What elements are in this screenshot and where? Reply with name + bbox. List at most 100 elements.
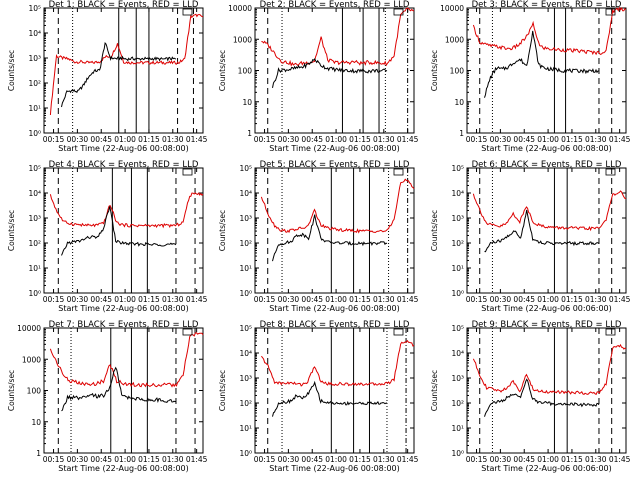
x-tick-label: 00:30 [278, 295, 300, 304]
y-tick-label: 10¹ [239, 264, 252, 273]
y-tick-label: 10³ [451, 214, 464, 223]
panel-det-6: Det 6: BLACK = Events, RED = LLD 10⁰ 10¹ 10… [430, 160, 631, 313]
x-tick-label: 00:45 [90, 455, 112, 464]
events-trace [272, 57, 388, 88]
panel-det-7: Det 7: BLACK = Events, RED = LLD 1 10 100 10… [7, 320, 208, 473]
plot-frame [466, 7, 627, 134]
x-tick-label: 00:15 [43, 135, 65, 144]
panel-title: Det 1: BLACK = Events, RED = LLD [49, 0, 199, 10]
y-tick-label: 10¹ [451, 264, 464, 273]
y-axis-label: Counts/sec [430, 370, 439, 411]
y-tick-label: 10² [451, 399, 464, 408]
y-tick-label: 10⁴ [239, 189, 252, 198]
y-tick-label: 100 [27, 387, 42, 396]
x-axis-label: Start Time (22-Aug-06 00:06:00) [481, 464, 612, 473]
x-tick-label: 00:15 [254, 135, 276, 144]
x-tick-label: 01:45 [609, 295, 631, 304]
panel-det-2: Det 2: BLACK = Events, RED = LLD 1 10 100 10… [218, 0, 419, 153]
plot-frame [43, 7, 204, 134]
attenuator-box-icon [393, 328, 404, 336]
x-tick-label: 00:30 [278, 135, 300, 144]
x-tick-label: 01:00 [325, 295, 347, 304]
x-tick-label: 00:15 [254, 295, 276, 304]
x-tick-label: 00:15 [466, 135, 488, 144]
x-tick-label: 00:30 [67, 295, 89, 304]
events-trace [61, 206, 177, 256]
panel-det-8: Det 8: BLACK = Events, RED = LLD 10⁰ 10¹ 10… [218, 320, 419, 473]
y-tick-label: 10⁰ [28, 289, 41, 298]
y-tick-label: 10000 [228, 4, 252, 13]
y-tick-label: 10¹ [28, 104, 41, 113]
y-tick-label: 10³ [239, 214, 252, 223]
events-trace [61, 366, 177, 412]
y-axis-label: Counts/sec [7, 50, 16, 91]
x-tick-label: 01:30 [373, 455, 395, 464]
y-tick-label: 10⁴ [239, 349, 252, 358]
x-tick-label: 01:15 [349, 135, 371, 144]
x-tick-label: 01:30 [162, 455, 184, 464]
panel-det-9: Det 9: BLACK = Events, RED = LLD 10⁰ 10¹ 10… [430, 320, 631, 473]
lld-trace [49, 192, 204, 229]
y-tick-label: 10 [242, 98, 252, 107]
y-tick-label: 10² [239, 239, 252, 248]
x-tick-label: 00:45 [90, 295, 112, 304]
y-axis-label: Counts/sec [430, 210, 439, 251]
x-axis-label: Start Time (22-Aug-06 00:08:00) [58, 144, 189, 153]
y-tick-label: 10³ [28, 214, 41, 223]
plot-frame [466, 327, 627, 454]
x-axis-label: Start Time (22-Aug-06 00:08:00) [269, 144, 400, 153]
x-tick-label: 00:15 [43, 295, 65, 304]
x-tick-label: 01:15 [349, 295, 371, 304]
lld-trace [472, 190, 627, 232]
y-tick-label: 10⁵ [239, 324, 252, 333]
y-tick-label: 10 [454, 98, 464, 107]
x-tick-label: 01:45 [397, 135, 419, 144]
x-axis-label: Start Time (22-Aug-06 00:08:00) [58, 464, 189, 473]
x-tick-label: 01:00 [325, 455, 347, 464]
y-tick-label: 10⁵ [28, 164, 41, 173]
x-tick-label: 01:45 [397, 295, 419, 304]
x-tick-label: 01:45 [186, 455, 208, 464]
x-tick-label: 01:15 [138, 135, 160, 144]
x-tick-label: 01:45 [609, 455, 631, 464]
x-tick-label: 01:30 [373, 135, 395, 144]
x-tick-label: 01:00 [537, 135, 559, 144]
attenuator-box-icon [182, 168, 193, 176]
panel-det-1: Det 1: BLACK = Events, RED = LLD 10⁰ 10¹ 10… [7, 0, 208, 153]
plot-frame [466, 167, 627, 294]
x-tick-label: 00:30 [67, 455, 89, 464]
panel-title: Det 7: BLACK = Events, RED = LLD [49, 320, 199, 330]
x-tick-label: 00:45 [90, 135, 112, 144]
y-tick-label: 10³ [451, 374, 464, 383]
events-trace [484, 378, 600, 417]
y-tick-label: 10000 [17, 324, 41, 333]
y-tick-label: 10³ [239, 374, 252, 383]
y-tick-label: 10⁰ [451, 289, 464, 298]
y-tick-label: 100 [450, 67, 465, 76]
y-axis-label: Counts/sec [218, 370, 227, 411]
attenuator-box-icon [182, 8, 193, 16]
x-axis-label: Start Time (22-Aug-06 00:08:00) [269, 464, 400, 473]
x-tick-label: 01:30 [162, 135, 184, 144]
x-tick-label: 01:00 [114, 135, 136, 144]
y-tick-label: 10 [31, 418, 41, 427]
plot-frame [43, 327, 204, 454]
y-tick-label: 10² [28, 79, 41, 88]
y-axis-label: Counts/sec [218, 50, 227, 91]
plot-frame [43, 167, 204, 294]
y-tick-label: 10² [28, 239, 41, 248]
y-tick-label: 10¹ [28, 264, 41, 273]
y-tick-label: 10⁵ [28, 4, 41, 13]
y-axis-label: Counts/sec [430, 50, 439, 91]
y-tick-label: 10⁵ [451, 164, 464, 173]
y-tick-label: 10³ [28, 54, 41, 63]
attenuator-box-icon [182, 328, 193, 336]
plot-frame [254, 327, 415, 454]
x-tick-label: 01:15 [349, 455, 371, 464]
x-tick-label: 01:00 [537, 295, 559, 304]
x-tick-label: 00:15 [254, 455, 276, 464]
y-tick-label: 1000 [22, 355, 41, 364]
panel-title: Det 9: BLACK = Events, RED = LLD [472, 320, 622, 330]
x-tick-label: 01:30 [585, 295, 607, 304]
